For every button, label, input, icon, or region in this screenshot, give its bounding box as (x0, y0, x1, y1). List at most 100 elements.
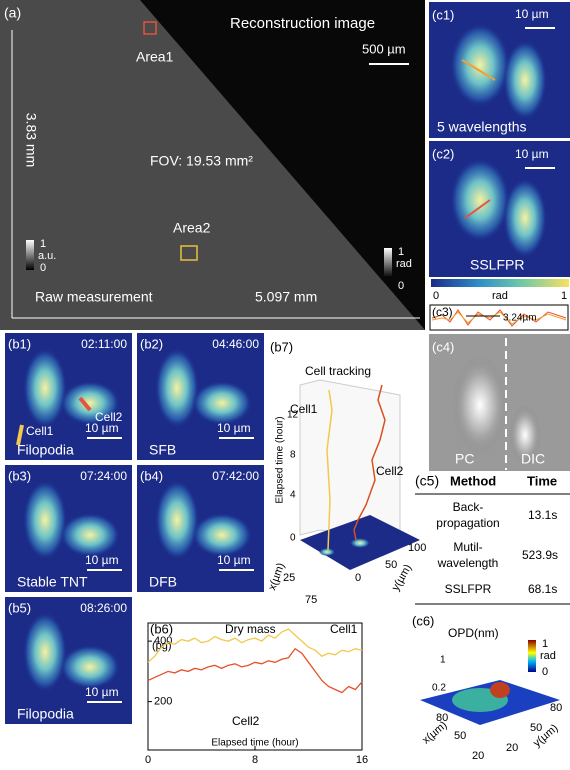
colorbar-label: rad (396, 258, 412, 270)
caption: PC (455, 451, 474, 467)
colorbar (26, 240, 34, 270)
panel-label: (c4) (432, 339, 454, 354)
colorbar (384, 248, 392, 278)
x-tick-label: 16 (356, 754, 368, 765)
panel-label: (b7) (270, 339, 293, 354)
colorbar (528, 640, 536, 672)
scale-label: 10 µm (217, 421, 251, 435)
colorbar-label: 0 (40, 262, 46, 274)
colorbar-label: a.u. (38, 250, 56, 262)
table-cell: 13.1s (528, 508, 557, 522)
panel-label: (b4) (140, 468, 163, 483)
table-cell: propagation (436, 516, 499, 530)
panel-b6: (b6) Dry mass (pg) Elapsed time (hour) 0… (145, 621, 368, 765)
panel-label: (a) (4, 5, 21, 21)
raw-label: Raw measurement (35, 289, 153, 305)
panel-label: (c1) (432, 7, 454, 22)
colorbar-label: 0 (433, 290, 439, 302)
title: Reconstruction image (230, 15, 375, 32)
panel-label: (b2) (140, 336, 163, 351)
caption: SFB (149, 442, 176, 458)
colorbar (431, 279, 569, 287)
axis-label: x(µm) (420, 719, 449, 746)
tick-label: 75 (305, 594, 317, 606)
cell (192, 513, 252, 557)
table-header: Time (527, 473, 557, 488)
colorbar-label: 1 (40, 238, 46, 250)
scale-label: 10 µm (515, 7, 549, 21)
line (148, 649, 362, 693)
y-tick-label: 200 (154, 696, 172, 708)
cell (155, 348, 199, 428)
colorbar-label: 0 (398, 280, 404, 292)
panel-c: (c1) 10 µm 5 wavelengths (c2) 10 µm SSLF… (412, 2, 570, 762)
timestamp: 08:26:00 (80, 601, 127, 615)
cell (450, 23, 510, 107)
cell (23, 480, 67, 560)
table-cell: 68.1s (528, 582, 557, 596)
area-label: Area1 (136, 49, 174, 65)
tick-label: 8 (290, 450, 296, 461)
panel-b7: (b7) Cell tracking Cell1 Cell2 Elapsed t… (266, 339, 426, 605)
tick-label: 0 (355, 572, 361, 584)
height-label: 3.83 mm (23, 113, 39, 167)
colorbar-label: 1 (542, 638, 548, 650)
legend-label: Cell1 (330, 622, 358, 636)
caption: SSLFPR (470, 257, 524, 273)
table-cell: Back- (453, 500, 484, 514)
cell (450, 158, 510, 242)
plot-title: OPD(nm) (448, 626, 499, 640)
panel-label: (b1) (8, 336, 31, 351)
colorbar-label: 0 (542, 666, 548, 678)
panel-label: (b3) (8, 468, 31, 483)
surface-peak (490, 682, 510, 698)
x-tick-label: 0 (145, 754, 151, 765)
track-label: Cell2 (376, 464, 404, 478)
panel-label: (c6) (412, 613, 434, 628)
tick-label: 20 (506, 742, 518, 754)
cell (60, 645, 120, 689)
panel-label: (c5) (415, 473, 439, 489)
tick-label: 1 (440, 655, 446, 666)
colorbar-label: rad (540, 650, 556, 662)
scale-label: 10 µm (85, 685, 119, 699)
fov: FOV: 19.53 mm² (150, 153, 253, 169)
figure: (a) Reconstruction image Area1 Area2 50 0… (0, 0, 570, 765)
colorbar-label: rad (492, 290, 508, 302)
cell (23, 348, 67, 428)
tick-label: 12 (287, 410, 299, 421)
table-cell: SSLFPR (445, 582, 492, 596)
tick-label: 80 (550, 702, 562, 714)
table-cell: 523.9s (522, 548, 558, 562)
scale-label: 10 µm (85, 553, 119, 567)
legend-label: Cell2 (232, 714, 260, 728)
tick-label: 100 (408, 542, 426, 554)
scale-label: 10 µm (515, 147, 549, 161)
cell-label: Cell2 (95, 410, 123, 424)
tick-label: 20 (472, 750, 484, 762)
timestamp: 07:42:00 (212, 469, 259, 483)
tick-label: 25 (283, 572, 295, 584)
timestamp: 07:24:00 (80, 469, 127, 483)
cell (503, 40, 547, 120)
area-label: Area2 (173, 220, 211, 236)
tick-label: 0.2 (432, 683, 446, 694)
axis-label: Elapsed time (hour) (275, 416, 286, 503)
cell-label: Cell1 (26, 424, 54, 438)
cell (350, 538, 370, 548)
table-cell: wavelength (437, 556, 499, 570)
cell (503, 178, 547, 258)
cell (23, 612, 67, 692)
timestamp: 02:11:00 (81, 337, 127, 351)
tick-label: 50 (454, 730, 466, 742)
cell (60, 513, 120, 557)
cell (452, 355, 508, 455)
table-cell: Mutil- (453, 540, 482, 554)
plot-title: Cell tracking (305, 364, 371, 378)
panel-b: (b1)02:11:0010 µmFilopodia(b2)04:46:0010… (5, 333, 264, 724)
colorbar-label: 1 (561, 290, 567, 302)
tick-label: 0 (290, 533, 296, 544)
x-tick-label: 8 (252, 754, 258, 765)
plot-title: Dry mass (225, 622, 276, 636)
cell (192, 381, 252, 425)
